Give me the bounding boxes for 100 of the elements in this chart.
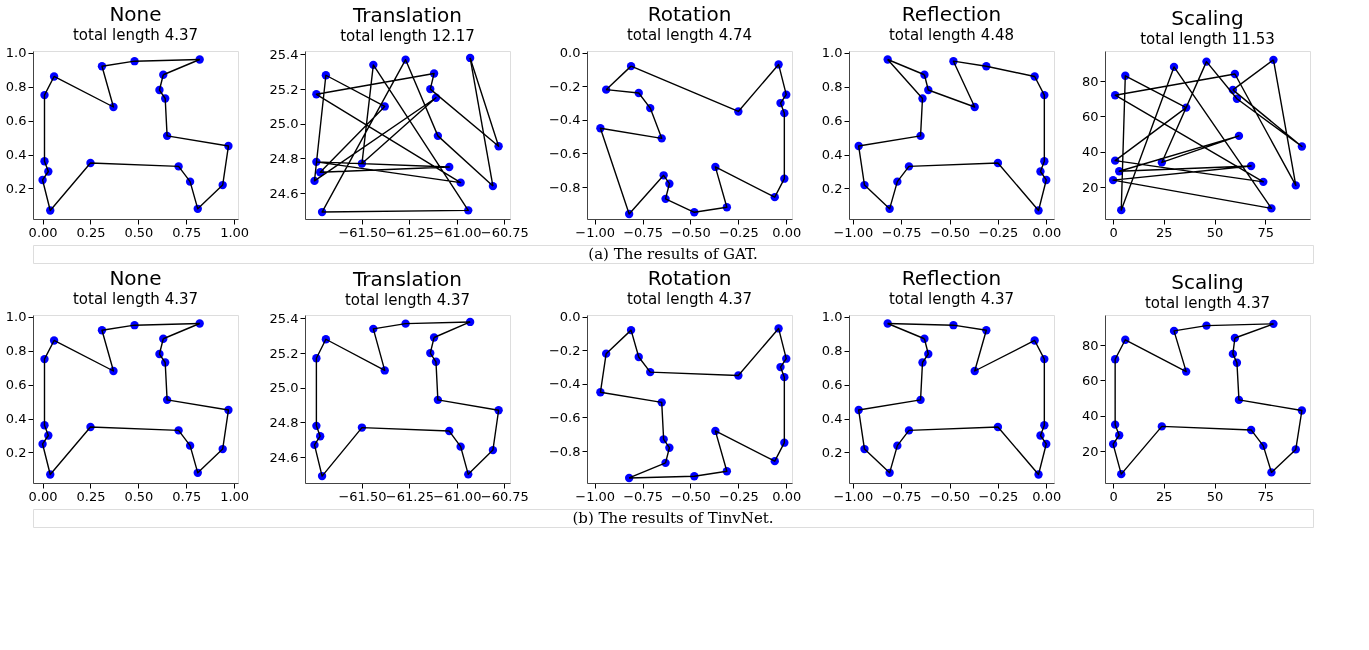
y-tick-label: 0.4 bbox=[821, 411, 843, 427]
x-tick-label: −0.50 bbox=[930, 224, 970, 240]
y-tick-label: 25.2 bbox=[269, 345, 299, 361]
y-tick-label: −0.2 bbox=[548, 78, 581, 94]
chart-subtitle: total length 4.37 bbox=[888, 289, 1015, 308]
x-tick-label: −0.25 bbox=[718, 488, 759, 504]
x-tick-label: 0.25 bbox=[76, 488, 106, 504]
x-tick-label: 50 bbox=[1206, 488, 1224, 504]
chart-title: None bbox=[109, 1, 162, 26]
y-tick-label: 0.6 bbox=[5, 377, 27, 393]
y-tick-label: 80 bbox=[1081, 337, 1099, 353]
x-tick-label: 75 bbox=[1257, 224, 1275, 240]
y-tick-label: 25.2 bbox=[269, 81, 299, 97]
x-tick-label: 0.75 bbox=[172, 224, 202, 240]
x-tick-label: 25 bbox=[1156, 224, 1173, 240]
x-tick-label: −1.00 bbox=[833, 224, 874, 240]
chart-subtitle: total length 12.17 bbox=[340, 27, 475, 46]
y-tick-label: −0.8 bbox=[548, 179, 581, 195]
y-tick-label: 0.4 bbox=[5, 147, 27, 163]
chart-title: Scaling bbox=[1171, 6, 1244, 30]
x-tick-label: −0.75 bbox=[881, 488, 922, 504]
x-tick-label: 0.00 bbox=[1032, 224, 1062, 240]
y-tick-label: 0.4 bbox=[5, 411, 27, 427]
x-tick-label: −61.00 bbox=[433, 488, 482, 504]
chart-title: Translation bbox=[352, 3, 462, 28]
y-tick-label: 0.0 bbox=[559, 309, 581, 325]
y-tick-label: 60 bbox=[1081, 108, 1099, 124]
x-tick-label: −0.75 bbox=[623, 488, 663, 504]
x-tick-label: 0.75 bbox=[172, 488, 202, 504]
y-tick-label: −0.4 bbox=[548, 376, 581, 392]
chart-subtitle: total length 4.37 bbox=[344, 291, 471, 310]
x-tick-label: 0.00 bbox=[28, 224, 58, 240]
x-tick-label: −0.50 bbox=[671, 224, 711, 240]
y-tick-label: 1.0 bbox=[821, 309, 843, 325]
x-tick-label: −0.50 bbox=[930, 488, 970, 504]
chart-subtitle: total length 4.74 bbox=[626, 25, 753, 44]
x-tick-label: −61.00 bbox=[433, 224, 482, 240]
y-tick-label: 24.8 bbox=[269, 150, 299, 166]
y-tick-label: 80 bbox=[1081, 73, 1099, 89]
x-tick-label: −61.25 bbox=[385, 488, 434, 504]
y-tick-label: 24.8 bbox=[269, 414, 299, 430]
y-tick-label: 0.2 bbox=[5, 444, 27, 460]
x-tick-label: 1.00 bbox=[220, 488, 250, 504]
x-tick-label: 0.25 bbox=[76, 224, 106, 240]
y-tick-label: 0.4 bbox=[821, 147, 843, 163]
chart-subtitle: total length 4.37 bbox=[1144, 294, 1271, 312]
y-tick-label: 0.6 bbox=[821, 377, 843, 393]
chart-title: Rotation bbox=[647, 1, 732, 26]
y-tick-label: 25.4 bbox=[269, 310, 299, 326]
x-tick-label: −0.75 bbox=[881, 224, 922, 240]
y-tick-label: 40 bbox=[1081, 408, 1099, 424]
y-tick-label: −0.6 bbox=[548, 145, 581, 161]
y-tick-label: −0.4 bbox=[548, 112, 581, 128]
x-tick-label: 0 bbox=[1109, 488, 1118, 504]
x-tick-label: −61.25 bbox=[385, 224, 434, 240]
x-tick-label: 0.50 bbox=[124, 488, 154, 504]
x-tick-label: 0.00 bbox=[28, 488, 58, 504]
x-tick-label: −61.50 bbox=[338, 224, 387, 240]
y-tick-label: 60 bbox=[1081, 372, 1099, 388]
text: (b) The results of TinvNet. bbox=[572, 509, 774, 527]
x-tick-label: 1.00 bbox=[220, 224, 250, 240]
y-tick-label: 24.6 bbox=[269, 449, 299, 465]
x-tick-label: −0.25 bbox=[978, 224, 1019, 240]
x-tick-label: 75 bbox=[1257, 488, 1275, 504]
x-tick-label: −1.00 bbox=[575, 488, 616, 504]
y-tick-label: 25.0 bbox=[269, 380, 299, 396]
x-tick-label: 50 bbox=[1206, 224, 1224, 240]
y-tick-label: 20 bbox=[1081, 443, 1099, 459]
chart-subtitle: total length 11.53 bbox=[1140, 30, 1275, 48]
y-tick-label: 0.0 bbox=[559, 45, 581, 61]
y-tick-label: 25.4 bbox=[269, 46, 299, 62]
chart-title: Rotation bbox=[647, 265, 732, 290]
x-tick-label: −1.00 bbox=[575, 224, 616, 240]
y-tick-label: 1.0 bbox=[5, 309, 27, 325]
y-tick-label: −0.8 bbox=[548, 443, 581, 459]
chart-title: Reflection bbox=[901, 265, 1002, 290]
y-tick-label: 24.6 bbox=[269, 185, 299, 201]
x-tick-label: −61.50 bbox=[338, 488, 387, 504]
y-tick-label: 0.2 bbox=[5, 180, 27, 196]
y-tick-label: 0.8 bbox=[5, 79, 27, 95]
y-tick-label: 0.8 bbox=[5, 343, 27, 359]
y-tick-label: 20 bbox=[1081, 179, 1099, 195]
text: (a) The results of GAT. bbox=[588, 245, 758, 263]
y-tick-label: 0.6 bbox=[821, 113, 843, 129]
chart-title: Scaling bbox=[1171, 270, 1244, 294]
x-tick-label: 0.00 bbox=[772, 224, 802, 240]
y-tick-label: 0.8 bbox=[821, 343, 843, 359]
chart-title: Translation bbox=[352, 267, 462, 292]
y-tick-label: 25.0 bbox=[269, 116, 299, 132]
chart-subtitle: total length 4.37 bbox=[72, 289, 199, 308]
y-tick-label: 0.6 bbox=[5, 113, 27, 129]
x-tick-label: 0.00 bbox=[772, 488, 802, 504]
y-tick-label: 0.8 bbox=[821, 79, 843, 95]
y-tick-label: 0.2 bbox=[821, 180, 843, 196]
x-tick-label: −1.00 bbox=[833, 488, 874, 504]
x-tick-label: −60.75 bbox=[480, 224, 529, 240]
y-tick-label: −0.2 bbox=[548, 342, 581, 358]
y-tick-label: 1.0 bbox=[5, 45, 27, 61]
x-tick-label: −0.50 bbox=[671, 488, 711, 504]
x-tick-label: 0.00 bbox=[1032, 488, 1062, 504]
